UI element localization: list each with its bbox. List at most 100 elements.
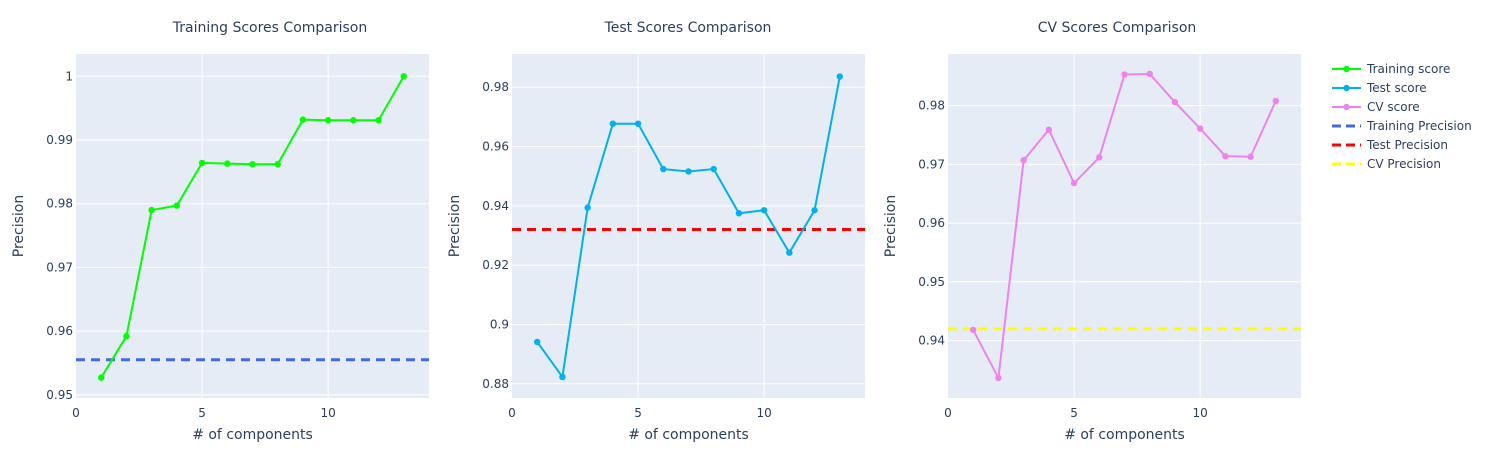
data-point: [1171, 98, 1179, 106]
x-tick-label: 5: [634, 406, 642, 420]
data-point: [811, 207, 818, 214]
data-point: [375, 117, 382, 124]
data-point: [786, 249, 793, 256]
data-point: [760, 207, 768, 214]
data-point: [173, 202, 181, 209]
subplot-3: 0 5 10 0.94 0.95 0.96 0.97 0.98 CV Scores Compar…: [883, 20, 1301, 443]
data-point: [836, 73, 843, 80]
y-tick-label: 0.96: [46, 324, 73, 338]
x-tick-label: 0: [72, 406, 80, 420]
x-tick-label: 0: [508, 406, 516, 420]
x-tick-label: 5: [198, 406, 206, 420]
data-point: [324, 117, 332, 124]
legend-marker: [1343, 103, 1350, 111]
data-point: [249, 161, 256, 168]
y-tick-label: 0.98: [918, 99, 945, 113]
data-point: [735, 210, 743, 217]
legend: Training score Test score CV score Training…: [1332, 62, 1472, 171]
data-point: [148, 206, 155, 214]
y-axis-label: Precision: [447, 195, 463, 257]
data-point: [1070, 179, 1078, 187]
legend-item: CV score: [1332, 100, 1420, 114]
data-point: [609, 120, 617, 127]
legend-label: Test Precision: [1366, 138, 1448, 152]
y-tick-label: 0.92: [482, 258, 509, 272]
legend-label: Training Precision: [1366, 119, 1472, 133]
legend-item: CV Precision: [1332, 157, 1441, 171]
data-point: [274, 161, 281, 168]
y-tick-label: 0.97: [918, 157, 945, 171]
y-tick-label: 0.94: [482, 199, 509, 213]
y-tick-label: 1: [65, 69, 73, 83]
x-axis-label: # of components: [192, 427, 313, 443]
data-point: [1196, 125, 1204, 132]
legend-item: Test score: [1332, 81, 1427, 95]
data-point: [1045, 126, 1053, 133]
data-point: [198, 159, 206, 167]
y-tick-label: 0.94: [918, 333, 945, 347]
data-point: [123, 333, 130, 340]
subplot-title: Training Scores Comparison: [172, 20, 367, 36]
legend-item: Training score: [1332, 62, 1450, 76]
y-tick-label: 0.96: [482, 140, 509, 154]
x-tick-label: 5: [1070, 406, 1078, 420]
data-point: [350, 117, 357, 124]
y-tick-label: 0.96: [918, 216, 945, 230]
legend-label: Test score: [1366, 81, 1427, 95]
legend-marker: [1343, 84, 1350, 92]
legend-item: Test Precision: [1332, 138, 1448, 152]
y-tick-label: 0.97: [46, 260, 73, 274]
data-point: [710, 165, 717, 173]
x-tick-label: 0: [944, 406, 952, 420]
data-layer: [948, 70, 1301, 382]
data-point: [1096, 154, 1103, 161]
data-point: [400, 73, 407, 80]
subplot-2: 0 5 10 0.88 0.9 0.92 0.94 0.96 0.98 Test Scores C…: [447, 20, 865, 443]
y-tick-label: 0.9: [490, 317, 509, 331]
legend-marker: [1343, 65, 1350, 73]
y-tick-label: 0.95: [918, 275, 945, 289]
y-tick-label: 0.98: [482, 80, 509, 94]
y-axis-label: Precision: [11, 195, 27, 257]
x-tick-label: 10: [757, 406, 772, 420]
data-point: [534, 338, 541, 346]
data-point: [98, 374, 105, 381]
data-point: [685, 168, 692, 175]
data-point: [299, 116, 307, 123]
x-tick-label: 10: [321, 406, 336, 420]
data-point: [1146, 70, 1153, 78]
x-axis-label: # of components: [628, 427, 749, 443]
legend-label: Training score: [1366, 62, 1450, 76]
data-point: [1272, 97, 1279, 105]
data-layer: [76, 73, 429, 381]
data-point: [634, 120, 642, 127]
data-point: [660, 165, 667, 173]
legend-label: CV score: [1367, 100, 1420, 114]
subplot-1: 0 5 10 0.95 0.96 0.97 0.98 0.99 1 Training Scores…: [11, 20, 429, 443]
data-point: [1020, 157, 1027, 164]
x-axis-label: # of components: [1064, 427, 1185, 443]
data-point: [224, 160, 231, 167]
data-point: [970, 326, 977, 334]
legend-label: CV Precision: [1367, 157, 1441, 171]
data-point: [559, 373, 566, 381]
data-point: [1121, 71, 1128, 78]
y-tick-label: 0.95: [46, 388, 73, 402]
y-tick-label: 0.88: [482, 377, 509, 391]
subplot-title: CV Scores Comparison: [1038, 20, 1197, 36]
data-point: [995, 374, 1002, 382]
legend-item: Training Precision: [1332, 119, 1472, 133]
y-axis-label: Precision: [883, 195, 899, 257]
y-tick-label: 0.99: [46, 133, 73, 147]
data-point: [584, 204, 591, 211]
plot-area: [76, 54, 429, 398]
subplot-title: Test Scores Comparison: [604, 20, 772, 36]
data-point: [1247, 153, 1254, 160]
y-tick-label: 0.98: [46, 197, 73, 211]
plot-area: [512, 54, 865, 398]
data-point: [1222, 152, 1229, 160]
data-layer: [512, 73, 865, 381]
x-tick-label: 10: [1193, 406, 1208, 420]
